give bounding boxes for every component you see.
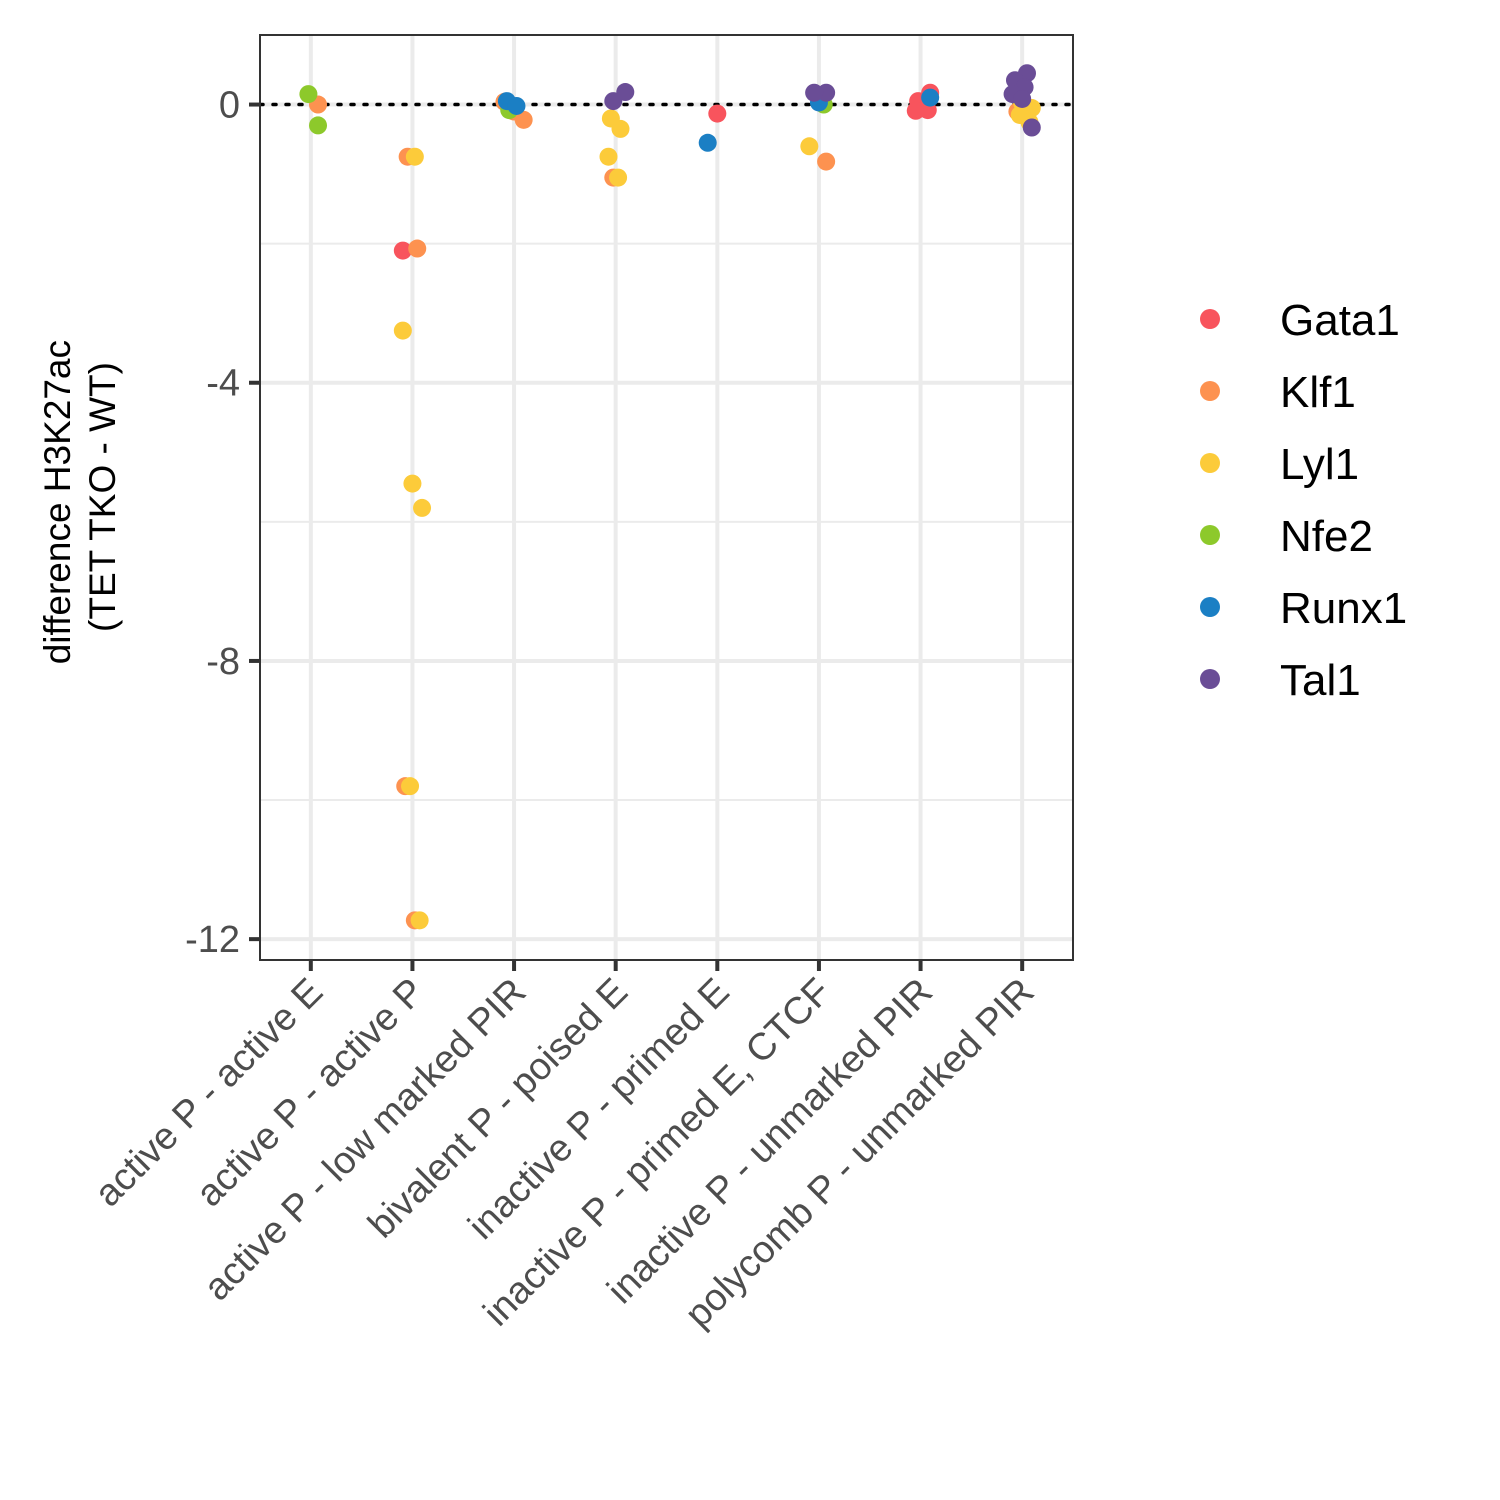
legend-label-gata1: Gata1 [1280, 296, 1400, 345]
plot-panel-border [259, 34, 1074, 961]
legend-label-runx1: Runx1 [1280, 584, 1407, 633]
point-lyl1 [405, 147, 424, 166]
y-axis-title-line-1: difference H3K27ac [37, 340, 78, 664]
point-tal1 [1022, 118, 1041, 137]
point-tal1 [1013, 89, 1032, 108]
point-klf1 [817, 152, 836, 171]
legend-key-nfe2 [1200, 525, 1220, 545]
point-nfe2 [299, 85, 318, 104]
y-tick-label: -12 [185, 919, 240, 961]
point-lyl1 [800, 137, 819, 156]
legend-label-klf1: Klf1 [1280, 368, 1356, 417]
point-lyl1 [410, 911, 429, 930]
point-lyl1 [401, 777, 420, 796]
y-axis-title: difference H3K27ac (TET TKO - WT) [37, 330, 123, 665]
y-tick-label: -4 [206, 363, 240, 405]
point-lyl1 [413, 498, 432, 517]
y-tick-label: 0 [219, 85, 240, 127]
point-tal1 [604, 92, 623, 111]
point-tal1 [805, 83, 824, 102]
point-lyl1 [393, 321, 412, 340]
y-axis-title-line-2: (TET TKO - WT) [82, 362, 123, 632]
legend-label-nfe2: Nfe2 [1280, 512, 1373, 561]
point-klf1 [514, 110, 533, 129]
legend-key-gata1 [1200, 309, 1220, 329]
grid [260, 35, 1073, 960]
point-gata1 [906, 101, 925, 120]
legend-key-runx1 [1200, 597, 1220, 617]
legend-key-klf1 [1200, 381, 1220, 401]
point-lyl1 [403, 474, 422, 493]
point-nfe2 [309, 116, 328, 135]
point-gata1 [708, 104, 727, 123]
point-gata1 [393, 241, 412, 260]
point-lyl1 [599, 147, 618, 166]
point-lyl1 [611, 119, 630, 138]
y-axis: 0 -4 -8 -12 [185, 85, 260, 961]
data-points [299, 64, 1041, 930]
legend-label-lyl1: Lyl1 [1280, 440, 1359, 489]
legend: Gata1 Klf1 Lyl1 Nfe2 Runx1 Tal1 [1200, 296, 1407, 705]
y-tick-label: -8 [206, 641, 240, 683]
legend-key-lyl1 [1200, 453, 1220, 473]
point-runx1 [507, 96, 526, 115]
point-lyl1 [609, 168, 628, 187]
point-klf1 [408, 239, 427, 258]
legend-key-tal1 [1200, 669, 1220, 689]
point-runx1 [698, 133, 717, 152]
point-runx1 [921, 88, 940, 107]
legend-label-tal1: Tal1 [1280, 656, 1361, 705]
